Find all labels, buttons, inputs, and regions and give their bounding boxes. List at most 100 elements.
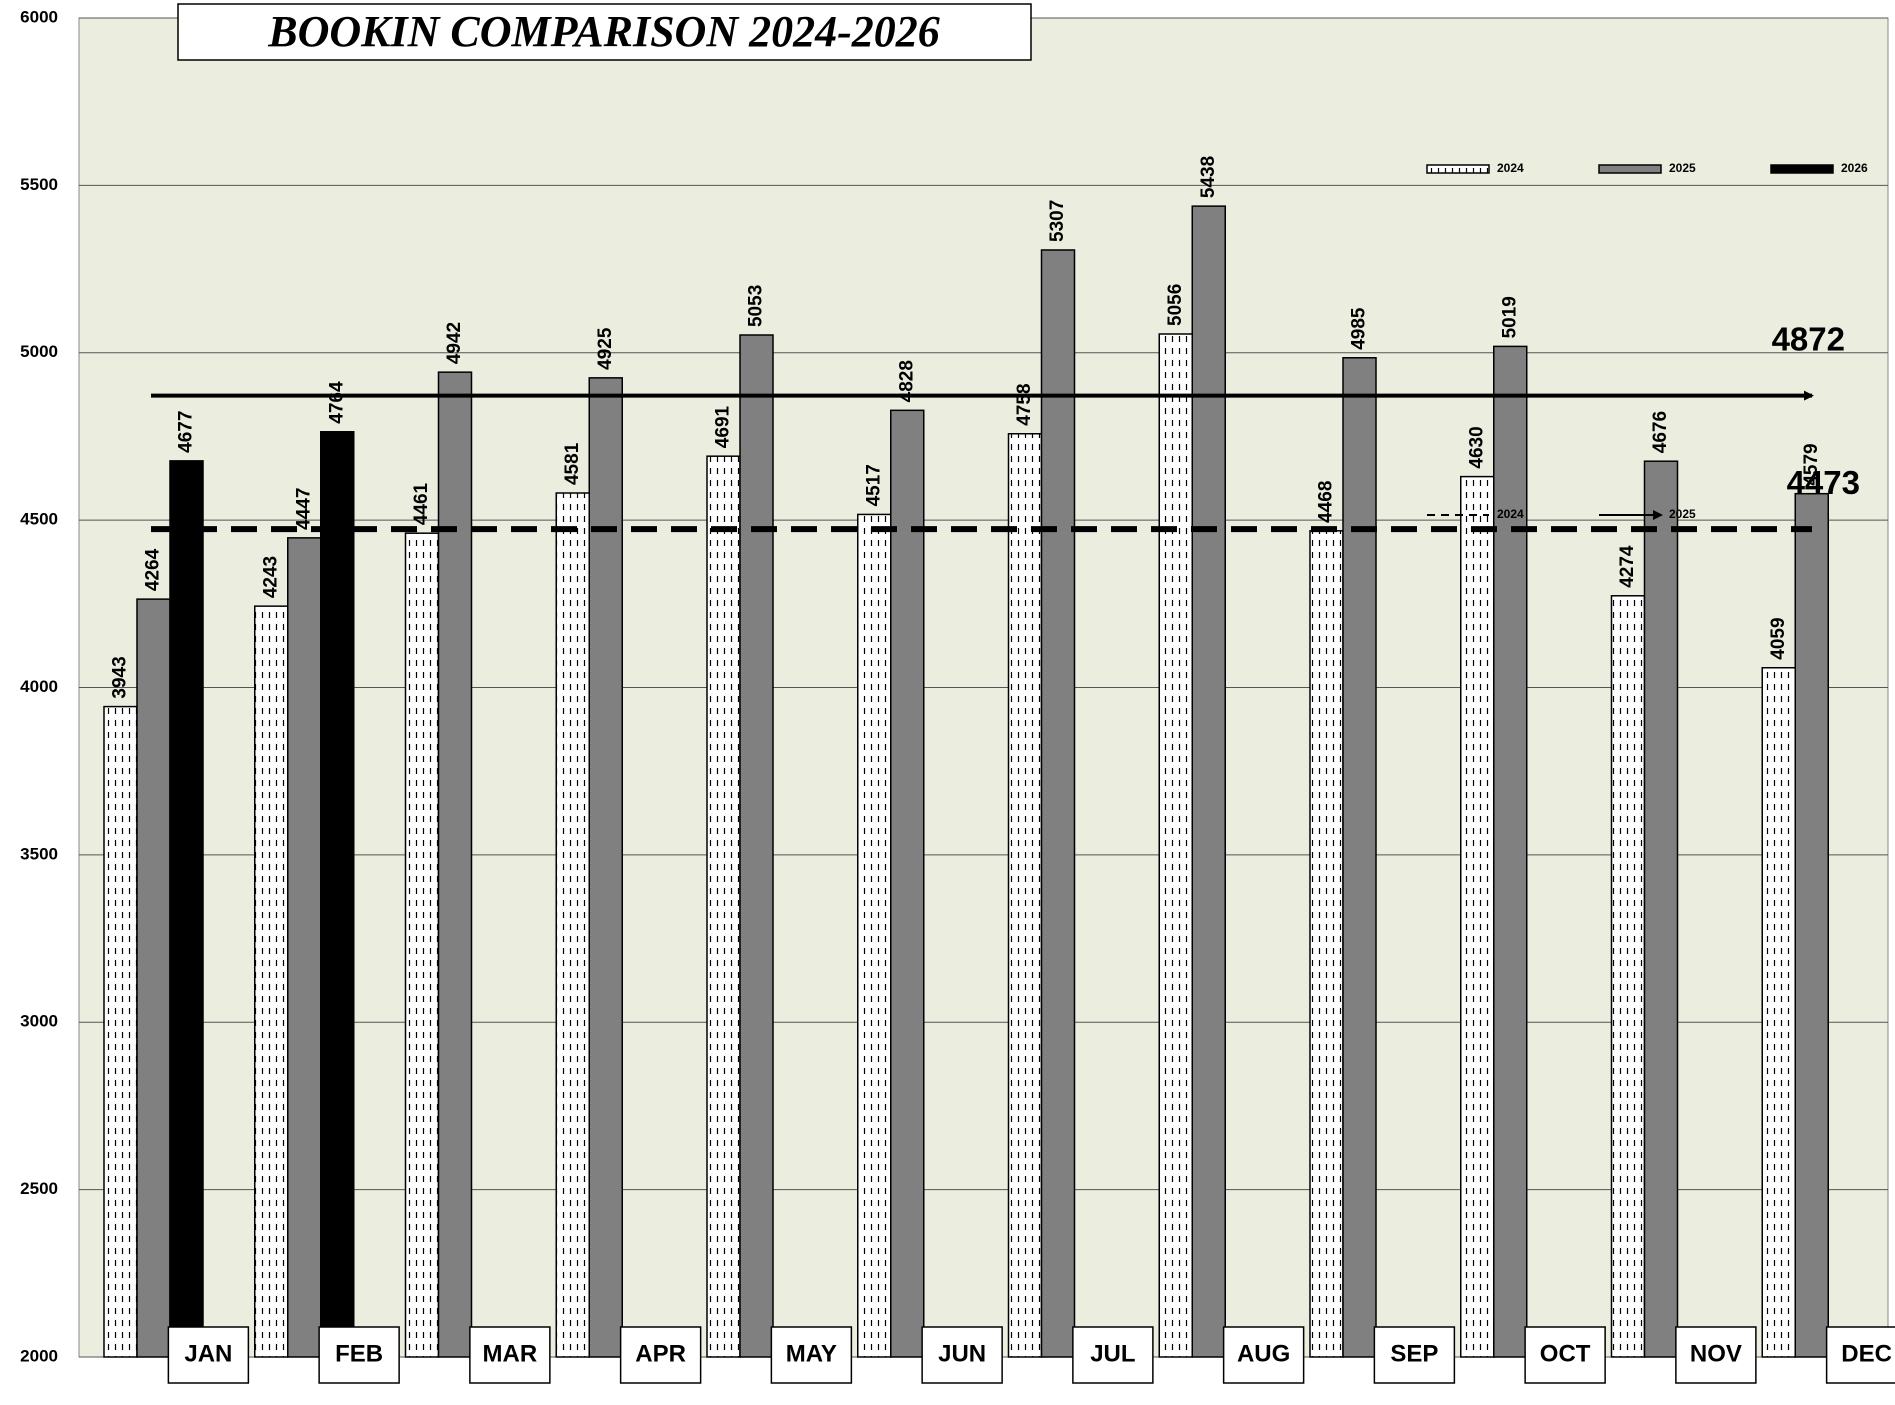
y-tick-label: 4000 [20,677,58,696]
bar [437,371,473,1358]
category-box [619,1326,702,1384]
legend-label: 2024 [1497,161,1524,175]
value-label: 4677 [176,411,197,453]
legend-swatch [1770,164,1834,174]
bar [1158,333,1193,1358]
value-label: 4942 [444,322,465,364]
bar [1493,345,1528,1358]
y-tick-label: 2000 [20,1346,58,1365]
bar [857,513,892,1358]
value-label: 5056 [1165,284,1186,326]
value-label: 4059 [1768,617,1789,659]
value-label: 4264 [143,548,164,591]
category-box [770,1326,853,1384]
bar [1643,460,1679,1358]
value-label: 4630 [1466,426,1487,468]
legend-label: 2025 [1669,507,1696,521]
category-box [1222,1326,1305,1384]
legend-label: 2025 [1669,161,1696,175]
y-tick-label: 3000 [20,1012,58,1031]
x-tick-label: OCT [1540,1340,1591,1367]
x-tick-label: MAR [483,1340,538,1367]
value-label: 3943 [110,656,131,698]
legend-swatch [1426,164,1490,174]
y-tick-label: 5500 [20,175,58,194]
bar [320,431,355,1358]
bar [1794,492,1829,1358]
category-box [167,1326,250,1384]
category-box [1524,1326,1606,1384]
value-label: 4579 [1801,443,1822,485]
legend-label: 2024 [1497,507,1524,521]
y-tick-label: 6000 [20,7,58,26]
bar [555,492,590,1358]
bar [404,532,440,1358]
bar [739,334,774,1358]
bar [1309,530,1344,1358]
bar [1460,475,1495,1358]
x-tick-label: AUG [1237,1340,1290,1367]
value-label: 4985 [1349,307,1370,350]
bar [706,455,741,1358]
category-box [1373,1326,1456,1384]
bar [1191,205,1226,1358]
x-tick-label: APR [635,1340,686,1367]
reference-label: 4872 [1772,320,1845,357]
value-label: 4758 [1014,383,1035,425]
value-label: 4468 [1316,481,1337,523]
bar [890,409,925,1358]
y-tick-label: 4500 [20,510,58,529]
x-tick-label: JUN [938,1340,986,1367]
bars [103,205,1829,1358]
category-box [1072,1326,1154,1384]
value-label: 4447 [293,488,314,530]
bar [169,460,204,1358]
title-box [177,3,1032,61]
category-box [469,1326,551,1384]
bar [588,377,623,1358]
bar [103,705,138,1358]
x-tick-label: FEB [335,1340,383,1367]
value-label: 4764 [326,381,347,424]
reference-label: 4473 [1787,464,1860,501]
bar [1007,433,1043,1358]
legend-swatch [1598,164,1662,174]
value-label: 4581 [562,442,583,485]
value-label: 4243 [260,556,281,598]
bar [1342,357,1377,1358]
value-label: 5307 [1047,200,1068,242]
reference-lines [151,390,1814,533]
value-label: 4676 [1650,411,1671,453]
value-label: 5019 [1499,296,1520,338]
value-label: 4828 [896,360,917,402]
category-box [318,1326,400,1384]
y-tick-label: 2500 [20,1179,58,1198]
value-label: 4517 [863,464,884,506]
category-box [1825,1326,1895,1384]
legend-label: 2026 [1841,161,1868,175]
bar [1610,595,1646,1358]
value-label: 5438 [1198,156,1219,198]
y-tick-label: 5000 [20,342,58,361]
value-label: 4461 [411,482,432,525]
value-label: 4925 [595,327,616,370]
x-tick-label: JAN [184,1340,232,1367]
bar [1040,249,1076,1358]
chart-title: BOOKIN COMPARISON 2024-2026 [267,7,940,56]
x-tick-label: JUL [1090,1340,1135,1367]
bar [1761,666,1796,1358]
x-tick-label: DEC [1841,1340,1892,1367]
x-tick-label: MAY [786,1340,837,1367]
bar [287,537,322,1358]
labels: 2000 2500 3000 3500 4000 4500 5000 5500 6000 3943… [20,7,1895,1384]
x-tick-label: NOV [1690,1340,1742,1367]
bar [136,598,171,1358]
value-label: 4274 [1617,545,1638,588]
x-tick-label: SEP [1390,1340,1438,1367]
bar [254,605,289,1358]
category-box [1675,1326,1757,1384]
value-label: 5053 [746,285,767,327]
value-label: 4691 [713,405,734,448]
category-box [921,1326,1003,1384]
